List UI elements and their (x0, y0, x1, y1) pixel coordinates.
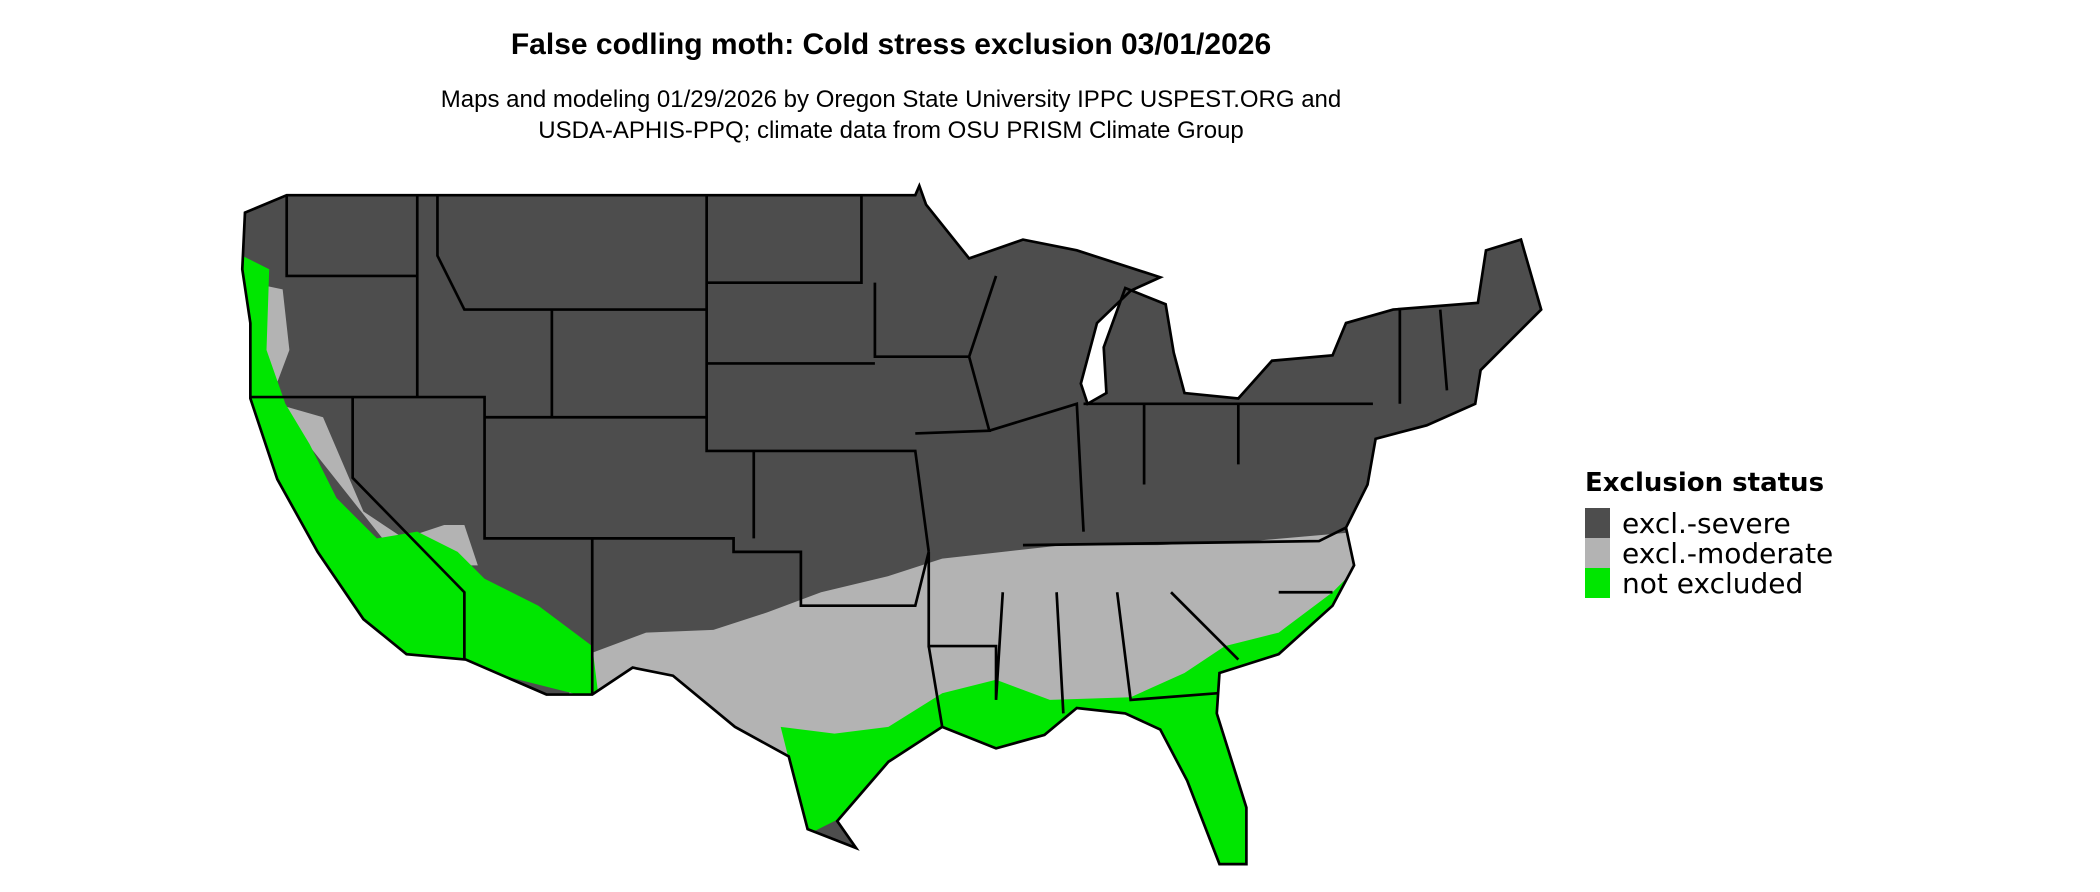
legend-item-not-excluded: not excluded (1585, 566, 1833, 600)
legend-label: not excluded (1622, 566, 1804, 600)
legend-swatch-severe (1585, 508, 1610, 538)
legend-item-severe: excl.-severe (1585, 506, 1833, 540)
us-national-border (240, 182, 1543, 866)
region-excl-moderate (250, 282, 1387, 808)
map-title: False codling moth: Cold stress exclusio… (510, 28, 1272, 61)
interior-state-lines (250, 195, 1449, 728)
map-subtitle-line-1: Maps and modeling 01/29/2026 by Oregon S… (440, 86, 1342, 113)
legend-label: excl.-severe (1622, 506, 1791, 540)
legend: Exclusion status excl.-severe excl.-mode… (1585, 468, 1834, 600)
legend-title: Exclusion status (1585, 468, 1825, 498)
legend-item-moderate: excl.-moderate (1585, 536, 1834, 570)
map-subtitle-line-2: USDA-APHIS-PPQ; climate data from OSU PR… (538, 117, 1244, 144)
legend-swatch-moderate (1585, 538, 1610, 568)
state-boundaries (240, 182, 1543, 866)
legend-label: excl.-moderate (1622, 536, 1834, 570)
legend-swatch-not-excluded (1585, 568, 1610, 598)
